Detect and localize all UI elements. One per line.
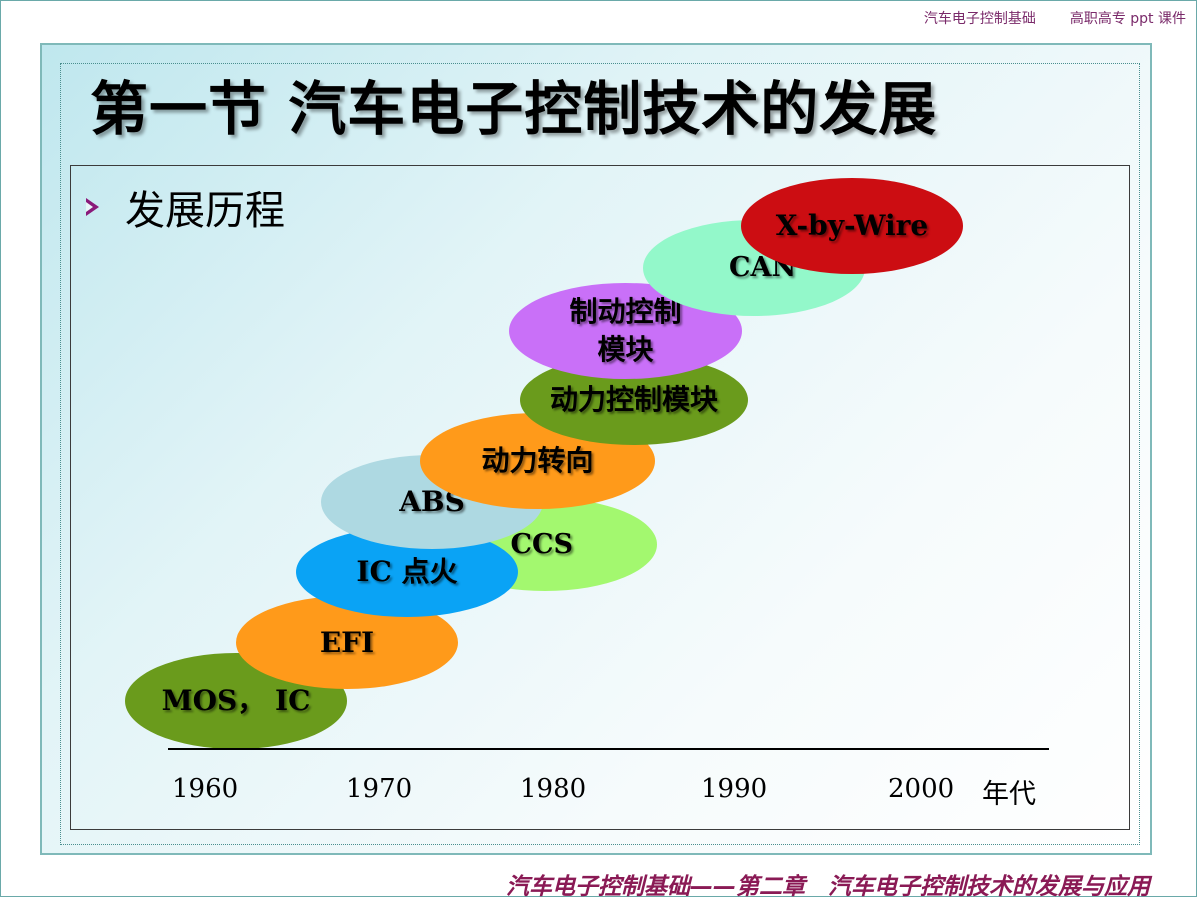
header-course: 汽车电子控制基础 [923,11,1036,27]
axis-tick-1990: 1990 [701,774,768,804]
bullet-row: 发展历程 [86,178,285,236]
content-box [70,165,1130,830]
bullet-arrow-icon [86,198,99,216]
timeline-item-x-by-wire: X-by-Wire [741,178,963,274]
axis-unit-label: 年代 [982,779,1036,810]
axis-tick-1970: 1970 [346,774,413,804]
timeline-axis-line [168,748,1049,750]
header-series: 高职高专 ppt 课件 [1069,11,1186,27]
header-bar: 汽车电子控制基础 高职高专 ppt 课件 [890,8,1186,28]
axis-tick-2000: 2000 [888,774,955,804]
footer-text: 汽车电子控制基础——第二章 汽车电子控制技术的发展与应用 [506,874,1150,900]
slide-title: 第一节 汽车电子控制技术的发展 [90,75,938,143]
axis-tick-1960: 1960 [172,774,239,804]
axis-tick-1980: 1980 [520,774,587,804]
timeline-item-mos-ic: MOS， IC [125,653,347,749]
bullet-text: 发展历程 [125,188,285,234]
